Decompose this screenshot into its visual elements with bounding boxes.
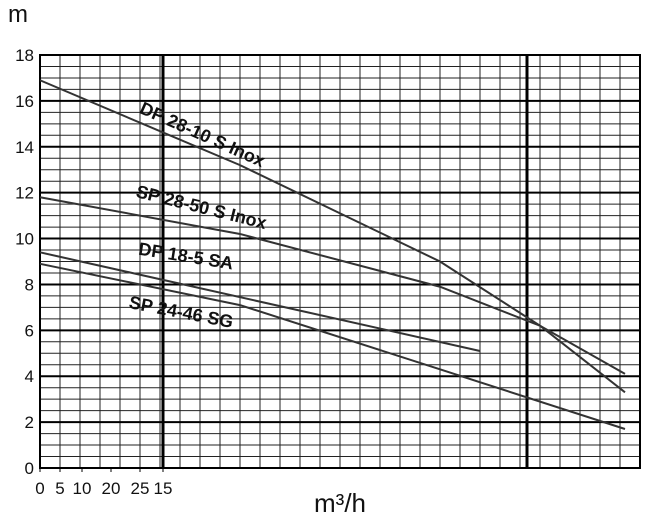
x-tick-label: 0 <box>35 479 44 498</box>
x-tick-label: 20 <box>102 479 121 498</box>
curve <box>39 262 626 430</box>
x-axis-label: m³/h <box>314 488 366 518</box>
y-tick-label: 16 <box>15 92 34 111</box>
curve <box>39 79 626 394</box>
x-tick-label: 25 <box>131 479 150 498</box>
curve <box>39 251 481 352</box>
y-tick-label: 0 <box>25 459 34 478</box>
curve-label: SP 28-50 S Inox <box>134 181 269 233</box>
curve-label: DP 28-10 S Inox <box>137 98 268 171</box>
curve <box>39 196 626 375</box>
x-tick-label: 15 <box>154 479 173 498</box>
y-tick-label: 10 <box>15 230 34 249</box>
plot-frame <box>39 54 641 469</box>
x-tick-label: 10 <box>73 479 92 498</box>
y-tick-label: 18 <box>15 46 34 65</box>
y-tick-label: 12 <box>15 184 34 203</box>
y-tick-label: 8 <box>25 275 34 294</box>
y-tick-label: 2 <box>25 413 34 432</box>
y-tick-label: 14 <box>15 138 34 157</box>
x-tick-label: 5 <box>55 479 64 498</box>
curve-label: SP 24-46 SG <box>127 292 235 332</box>
y-tick-label: 4 <box>25 367 34 386</box>
y-axis-label: m <box>8 1 28 28</box>
y-tick-label: 6 <box>25 321 34 340</box>
